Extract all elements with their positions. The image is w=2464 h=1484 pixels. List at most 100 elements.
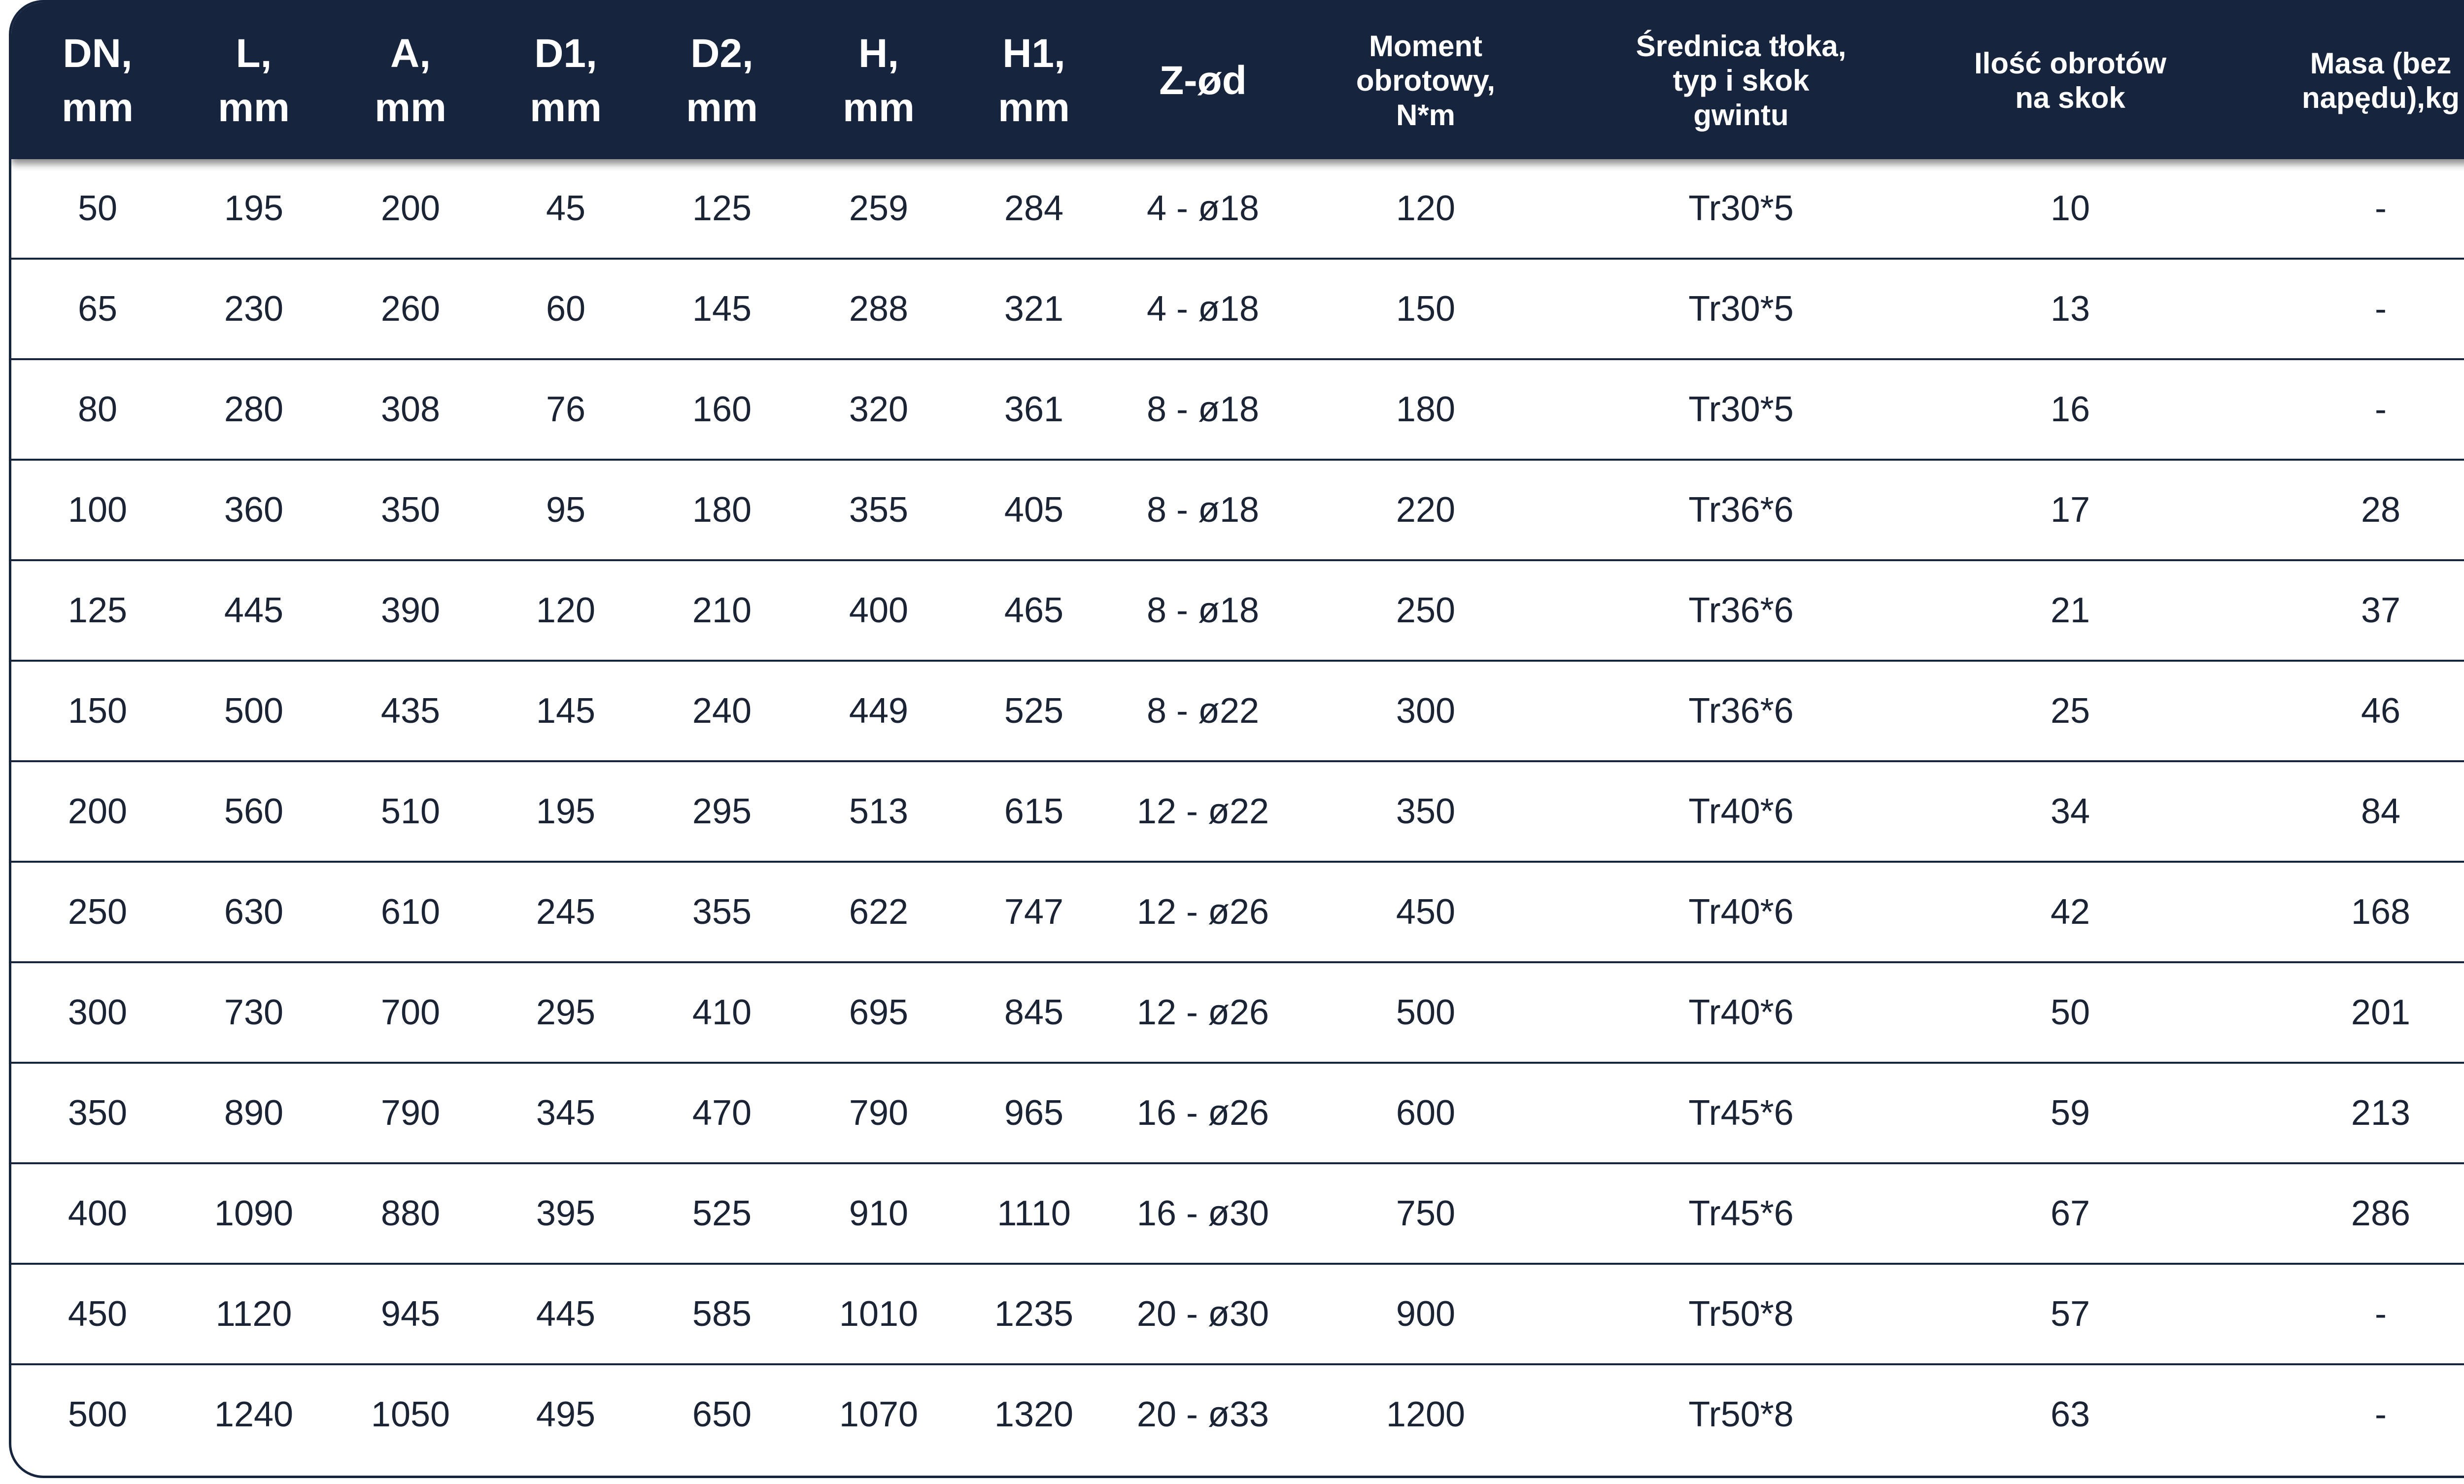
table-cell: 1110 [997, 1194, 1071, 1233]
table-cell: 80 [77, 390, 118, 429]
table-cell: 1090 [214, 1194, 294, 1233]
table-cell: 45 [546, 189, 586, 228]
table-cell: 120 [1396, 189, 1456, 228]
table-cell: 16 - ø30 [1136, 1194, 1269, 1233]
table-cell: 615 [1004, 792, 1064, 831]
table-cell: 8 - ø18 [1146, 390, 1260, 429]
table-cell: 220 [1396, 490, 1456, 530]
table-cell: 4 - ø18 [1146, 189, 1260, 228]
table-cell: 201 [2351, 993, 2411, 1032]
header-l: L, mm [218, 31, 290, 130]
table-cell: 361 [1004, 390, 1064, 429]
table-cell: 510 [380, 792, 441, 831]
table-cell: 59 [2050, 1093, 2090, 1133]
table-cell: 125 [692, 189, 752, 228]
table-cell: 284 [1004, 189, 1064, 228]
table-cell: Tr30*5 [1688, 390, 1794, 429]
table-cell: 10 [2050, 189, 2090, 228]
table-cell: 308 [380, 390, 441, 429]
table-cell: 28 [2361, 490, 2401, 530]
table-cell: 200 [380, 189, 441, 228]
table-cell: Tr36*6 [1688, 691, 1794, 731]
table-cell: 1235 [994, 1294, 1074, 1334]
table-cell: 355 [849, 490, 909, 530]
table-cell: 46 [2361, 691, 2401, 731]
table-row: 65 230 260 60 145 288 321 4 - ø18 150 Tr30*5 13 - [11, 260, 2464, 360]
table-cell: 67 [2050, 1194, 2090, 1233]
table-cell: 195 [224, 189, 284, 228]
table-row: 350 890 790 345 470 790 965 16 - ø26 600 Tr45*6 59… [11, 1064, 2464, 1164]
table-cell: 1050 [371, 1395, 450, 1434]
table-cell: 125 [68, 591, 128, 630]
table-row: 125 445 390 120 210 400 465 8 - ø18 250 Tr36*6 21 3… [11, 561, 2464, 662]
table-cell: 76 [546, 390, 586, 429]
table-cell: 900 [1396, 1294, 1456, 1334]
table-cell: 500 [1396, 993, 1456, 1032]
table-cell: 630 [224, 892, 284, 932]
table-cell: 730 [224, 993, 284, 1032]
table-cell: 880 [380, 1194, 441, 1233]
table-cell: Tr40*6 [1688, 792, 1794, 831]
table-cell: 945 [380, 1294, 441, 1334]
table-cell: 286 [2351, 1194, 2411, 1233]
table-cell: 449 [849, 691, 909, 731]
table-cell: 400 [68, 1194, 128, 1233]
table-cell: Tr36*6 [1688, 591, 1794, 630]
table-cell: - [2375, 390, 2387, 429]
table-cell: 622 [849, 892, 909, 932]
table-cell: 845 [1004, 993, 1064, 1032]
table-cell: 17 [2050, 490, 2090, 530]
table-cell: 250 [68, 892, 128, 932]
table-row: 50 195 200 45 125 259 284 4 - ø18 120 Tr30*5 10 - [11, 159, 2464, 260]
header-d2: D2, mm [686, 31, 758, 130]
table-cell: 390 [380, 591, 441, 630]
table-header: DN, mm L, mm A, mm D1, mm D2, mm H, mm H… [11, 2, 2464, 159]
header-turns-per-stroke: Ilość obrotów na skok [1974, 47, 2166, 114]
table-cell: 84 [2361, 792, 2401, 831]
table-cell: 34 [2050, 792, 2090, 831]
table-cell: 405 [1004, 490, 1064, 530]
table-cell: 150 [1396, 289, 1456, 329]
table-cell: 8 - ø22 [1146, 691, 1260, 731]
table-cell: 585 [692, 1294, 752, 1334]
table-cell: 1240 [214, 1395, 294, 1434]
table-cell: 288 [849, 289, 909, 329]
table-cell: 525 [1004, 691, 1064, 731]
table-cell: 150 [68, 691, 128, 731]
table-row: 300 730 700 295 410 695 845 12 - ø26 500 Tr40*6 50… [11, 963, 2464, 1064]
table-cell: 295 [692, 792, 752, 831]
specification-table: DN, mm L, mm A, mm D1, mm D2, mm H, mm H… [9, 0, 2464, 1478]
table-cell: 395 [536, 1194, 596, 1233]
header-mass: Masa (bez napędu),kg [2301, 47, 2460, 114]
table-cell: 16 [2050, 390, 2090, 429]
table-cell: 300 [68, 993, 128, 1032]
table-cell: 450 [68, 1294, 128, 1334]
header-z-od: Z-ød [1159, 58, 1247, 103]
table-cell: 750 [1396, 1194, 1456, 1233]
table-cell: 470 [692, 1093, 752, 1133]
table-cell: 145 [536, 691, 596, 731]
table-cell: 12 - ø26 [1136, 993, 1269, 1032]
table-cell: 168 [2351, 892, 2411, 932]
table-cell: 95 [546, 490, 586, 530]
table-cell: - [2375, 289, 2387, 329]
table-cell: 200 [68, 792, 128, 831]
table-row: 80 280 308 76 160 320 361 8 - ø18 180 Tr30*5 16 - [11, 360, 2464, 461]
table-cell: 600 [1396, 1093, 1456, 1133]
table-cell: 747 [1004, 892, 1064, 932]
table-cell: 230 [224, 289, 284, 329]
table-cell: 1070 [839, 1395, 919, 1434]
table-cell: Tr45*6 [1688, 1093, 1794, 1133]
table-cell: 280 [224, 390, 284, 429]
table-cell: 355 [692, 892, 752, 932]
table-cell: 350 [68, 1093, 128, 1133]
table-cell: 500 [224, 691, 284, 731]
table-cell: 700 [380, 993, 441, 1032]
table-cell: 21 [2050, 591, 2090, 630]
table-cell: 525 [692, 1194, 752, 1233]
table-cell: 195 [536, 792, 596, 831]
table-cell: 610 [380, 892, 441, 932]
table-cell: 13 [2050, 289, 2090, 329]
table-cell: Tr30*5 [1688, 289, 1794, 329]
table-cell: 12 - ø26 [1136, 892, 1269, 932]
